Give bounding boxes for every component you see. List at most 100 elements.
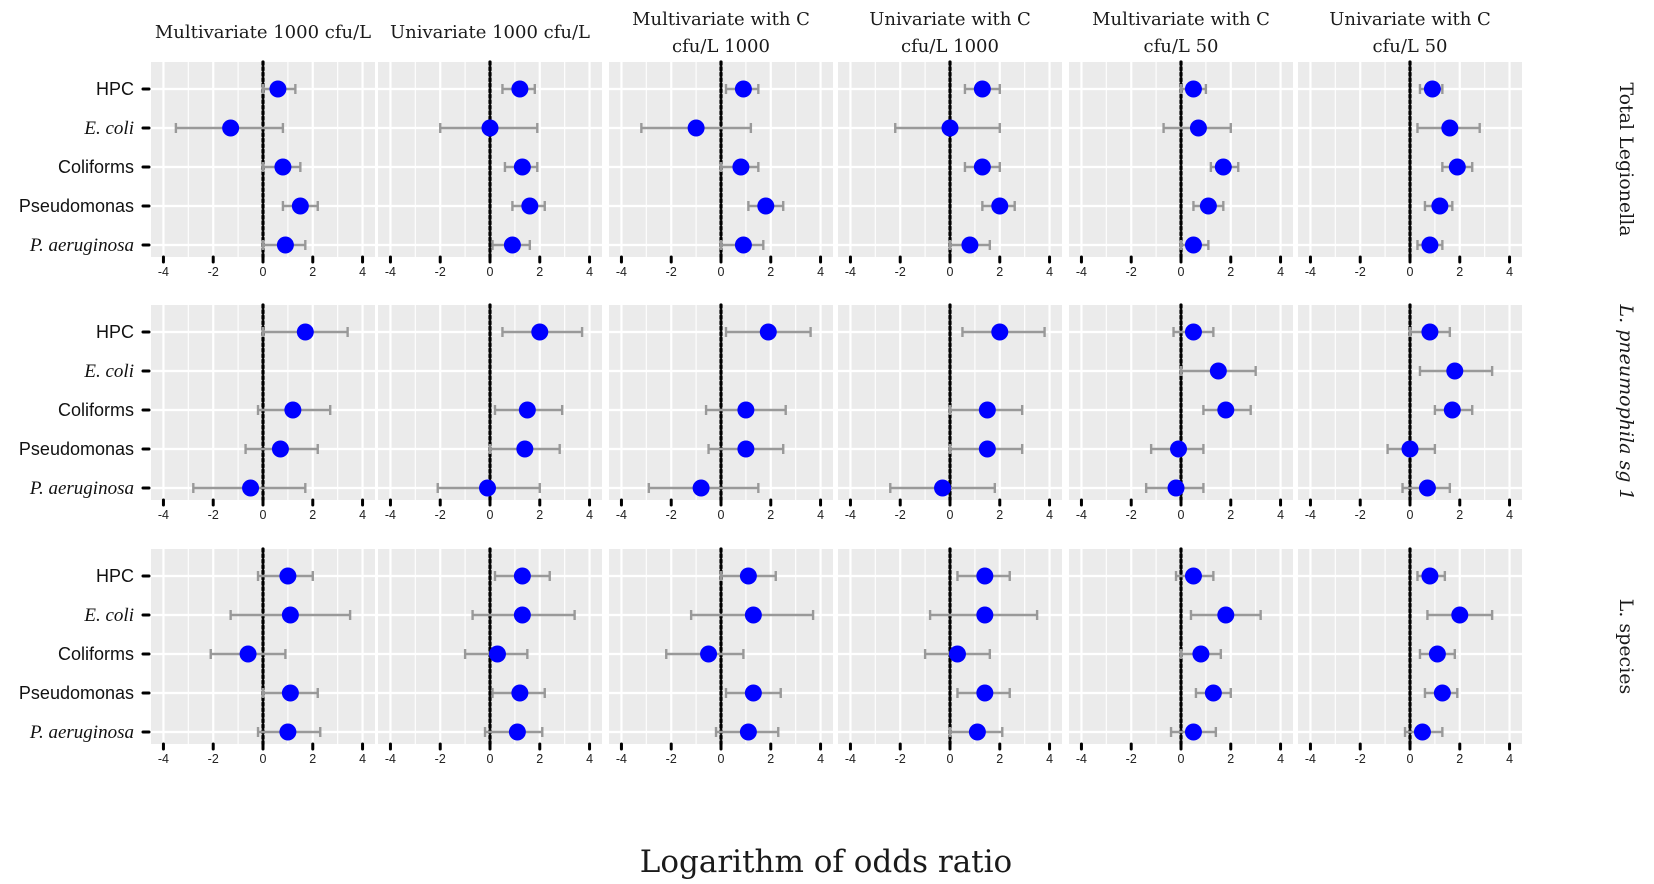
data-point xyxy=(757,197,775,215)
data-point xyxy=(518,401,536,419)
x-tick-label: 2 xyxy=(536,508,543,522)
x-tick-label: 4 xyxy=(359,508,366,522)
column-strip-title: cfu/L 1000 xyxy=(901,36,999,57)
x-tick-label: -4 xyxy=(616,752,627,766)
data-point xyxy=(739,723,757,741)
data-point xyxy=(991,323,1009,341)
row-strip-title: L. species xyxy=(1615,599,1637,695)
x-tick-label: -2 xyxy=(666,752,677,766)
data-point xyxy=(1214,158,1232,176)
data-point xyxy=(239,645,257,663)
x-tick-label: -2 xyxy=(435,508,446,522)
x-tick-label: -4 xyxy=(845,752,856,766)
data-point xyxy=(511,80,529,98)
category-label: HPC xyxy=(96,79,134,99)
data-point xyxy=(1421,567,1439,585)
data-point xyxy=(973,158,991,176)
data-point xyxy=(976,606,994,624)
x-tick-label: -4 xyxy=(845,508,856,522)
data-point xyxy=(1167,479,1185,497)
x-tick-label: 2 xyxy=(996,265,1003,279)
data-point xyxy=(516,440,534,458)
x-tick-label: 0 xyxy=(1178,508,1185,522)
x-tick-label: 0 xyxy=(487,752,494,766)
data-point xyxy=(1217,401,1235,419)
column-strip-title: Multivariate with C xyxy=(1092,9,1270,30)
x-tick-label: 0 xyxy=(260,265,267,279)
x-tick-label: -4 xyxy=(158,508,169,522)
category-label: P. aeruginosa xyxy=(29,478,134,499)
x-tick-label: 0 xyxy=(260,752,267,766)
x-tick-label: 0 xyxy=(718,265,725,279)
x-tick-label: -4 xyxy=(1305,265,1316,279)
data-point xyxy=(1431,197,1449,215)
data-point xyxy=(276,236,294,254)
data-point xyxy=(1421,236,1439,254)
data-point xyxy=(281,606,299,624)
x-tick-label: 4 xyxy=(1046,508,1053,522)
x-tick-label: 0 xyxy=(260,508,267,522)
category-label: HPC xyxy=(96,322,134,342)
data-point xyxy=(973,80,991,98)
x-tick-label: 2 xyxy=(996,752,1003,766)
data-point xyxy=(281,684,299,702)
data-point xyxy=(1428,645,1446,663)
x-tick-label: 0 xyxy=(1178,752,1185,766)
category-label: P. aeruginosa xyxy=(29,235,134,256)
data-point xyxy=(1204,684,1222,702)
data-point xyxy=(1184,567,1202,585)
data-point xyxy=(1217,606,1235,624)
data-point xyxy=(1184,80,1202,98)
x-tick-label: -4 xyxy=(385,752,396,766)
x-tick-label: -2 xyxy=(208,265,219,279)
x-tick-label: -4 xyxy=(845,265,856,279)
row-strip-title: Total Legionella xyxy=(1615,82,1637,236)
x-tick-label: 4 xyxy=(359,265,366,279)
x-tick-label: -2 xyxy=(435,752,446,766)
x-tick-label: 2 xyxy=(1456,752,1463,766)
x-tick-label: 2 xyxy=(1227,508,1234,522)
data-point xyxy=(734,236,752,254)
data-point xyxy=(1451,606,1469,624)
data-point xyxy=(968,723,986,741)
data-point xyxy=(508,723,526,741)
column-strip-title: cfu/L 50 xyxy=(1144,36,1219,57)
x-tick-label: 0 xyxy=(718,508,725,522)
data-point xyxy=(269,80,287,98)
x-tick-label: 0 xyxy=(947,752,954,766)
data-point xyxy=(1192,645,1210,663)
data-point xyxy=(503,236,521,254)
data-point xyxy=(479,479,497,497)
data-point xyxy=(978,440,996,458)
data-point xyxy=(513,567,531,585)
data-point xyxy=(284,401,302,419)
x-tick-label: 0 xyxy=(718,752,725,766)
data-point xyxy=(687,119,705,137)
data-point xyxy=(291,197,309,215)
x-tick-label: 0 xyxy=(1407,508,1414,522)
x-tick-label: -4 xyxy=(158,265,169,279)
x-tick-label: 4 xyxy=(1506,752,1513,766)
x-tick-label: 4 xyxy=(586,752,593,766)
data-point xyxy=(976,684,994,702)
data-point xyxy=(279,567,297,585)
x-tick-label: -4 xyxy=(1076,508,1087,522)
data-point xyxy=(521,197,539,215)
x-tick-label: 0 xyxy=(1178,265,1185,279)
category-label: Coliforms xyxy=(58,400,134,420)
column-strip-title: Multivariate with C xyxy=(632,9,810,30)
x-tick-label: -2 xyxy=(435,265,446,279)
x-tick-label: -2 xyxy=(895,265,906,279)
x-tick-label: 2 xyxy=(1227,752,1234,766)
data-point xyxy=(1433,684,1451,702)
data-point xyxy=(274,158,292,176)
x-tick-label: 4 xyxy=(817,752,824,766)
data-point xyxy=(513,158,531,176)
column-strip-title: Multivariate 1000 cfu/L xyxy=(155,22,371,43)
data-point xyxy=(1446,362,1464,380)
x-tick-label: 2 xyxy=(767,752,774,766)
data-point xyxy=(1199,197,1217,215)
x-tick-label: -2 xyxy=(1355,508,1366,522)
x-tick-label: 4 xyxy=(1277,265,1284,279)
